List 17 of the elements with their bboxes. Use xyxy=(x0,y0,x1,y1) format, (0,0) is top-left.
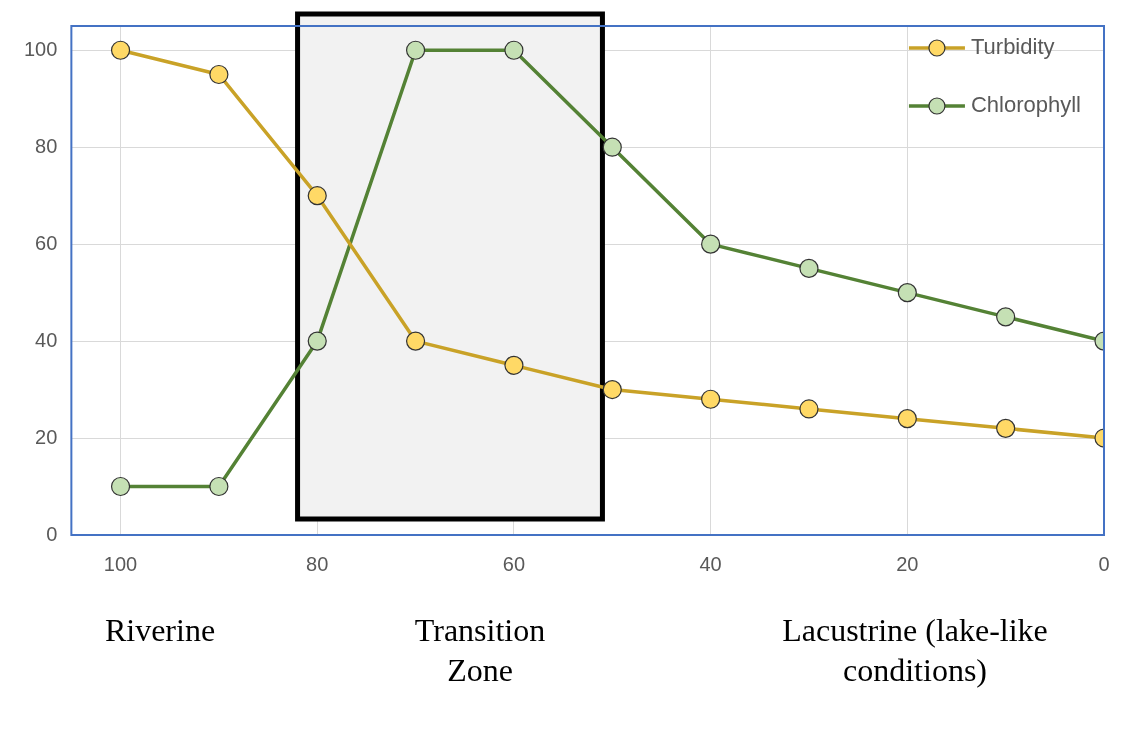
y-tick-label: 40 xyxy=(35,328,58,351)
text: Riverine xyxy=(103,611,217,650)
x-tick-label: 0 xyxy=(1098,552,1110,575)
text: Lacustrine (lake-like conditions) xyxy=(781,611,1049,690)
x-tick-label: 20 xyxy=(896,552,919,575)
x-tick-label: 60 xyxy=(502,552,526,575)
x-tick-label: 100 xyxy=(103,552,138,575)
y-tick-label: 20 xyxy=(35,425,58,448)
y-tick-label: 80 xyxy=(35,134,58,157)
y-tick-label: 100 xyxy=(23,37,58,60)
text: Transition Zone xyxy=(413,611,547,690)
y-tick-label: 0 xyxy=(46,522,58,545)
legend-label: Chlorophyll xyxy=(970,92,1082,118)
x-tick-label: 80 xyxy=(306,552,329,575)
x-tick-label: 40 xyxy=(699,552,722,575)
y-tick-label: 60 xyxy=(35,231,58,254)
legend-label: Turbidity xyxy=(970,34,1055,60)
